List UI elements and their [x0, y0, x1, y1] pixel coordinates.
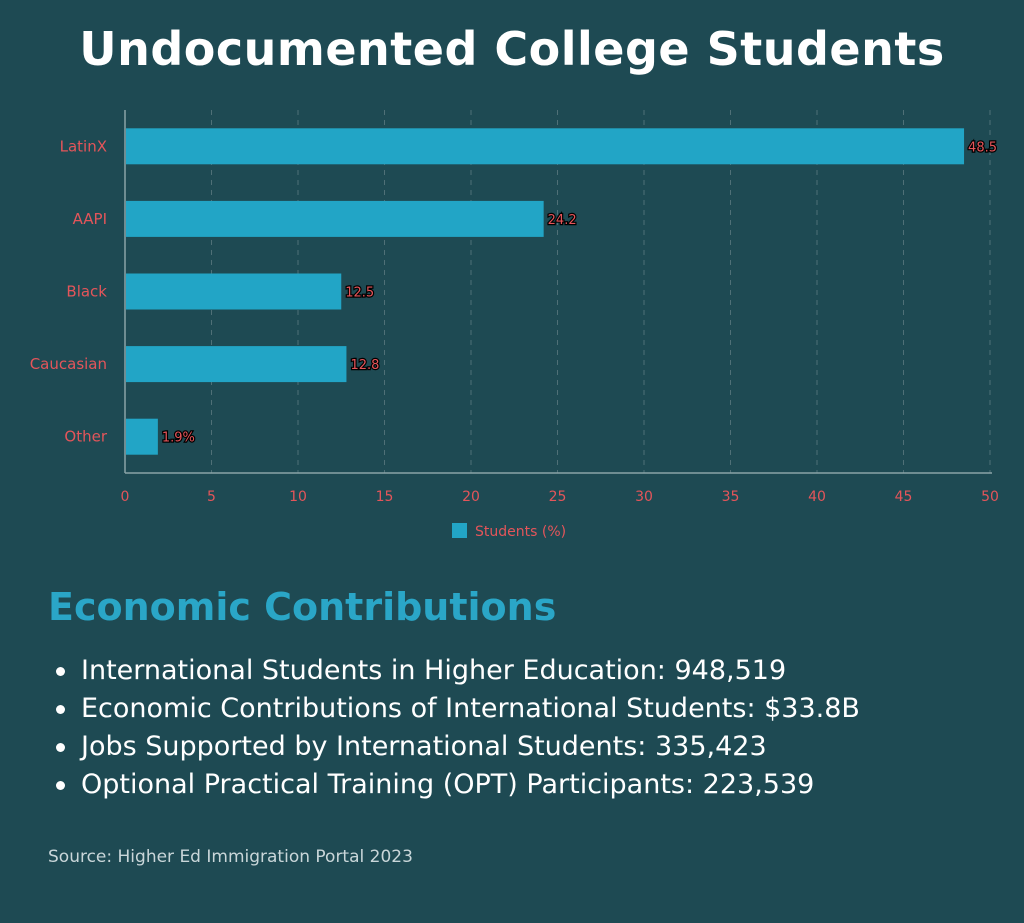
bullet-icon: [56, 666, 65, 676]
bullet-icon: [56, 780, 65, 790]
bar: [126, 346, 347, 383]
bar: [126, 418, 158, 455]
x-tick-label: 30: [635, 489, 653, 505]
data-label: 1.9%: [162, 431, 195, 446]
source-note: Source: Higher Ed Immigration Portal 202…: [48, 847, 413, 867]
data-label: 48.5: [968, 140, 997, 155]
list-item: Jobs Supported by International Students…: [48, 728, 860, 766]
bullet-icon: [56, 742, 65, 752]
list-item: Optional Practical Training (OPT) Partic…: [48, 766, 860, 804]
x-tick-label: 40: [808, 489, 826, 505]
data-label: 12.5: [345, 286, 374, 301]
list-item: Economic Contributions of International …: [48, 690, 860, 728]
chart-title: Undocumented College Students: [79, 22, 945, 76]
list-item: International Students in Higher Educati…: [48, 652, 860, 690]
bullet-icon: [56, 704, 65, 714]
x-tick-label: 0: [121, 489, 130, 505]
x-tick-label: 25: [549, 489, 567, 505]
bar: [126, 128, 965, 165]
bar: [126, 273, 342, 310]
stats-list: International Students in Higher Educati…: [48, 652, 860, 804]
legend-swatch: [452, 523, 467, 538]
y-tick-label: Caucasian: [30, 355, 107, 373]
x-tick-label: 10: [289, 489, 307, 505]
stat-text: Optional Practical Training (OPT) Partic…: [81, 769, 815, 800]
stat-text: International Students in Higher Educati…: [81, 655, 787, 686]
x-tick-label: 35: [722, 489, 740, 505]
section-title: Economic Contributions: [48, 585, 557, 629]
y-tick-label: Black: [66, 283, 107, 301]
x-tick-label: 20: [462, 489, 480, 505]
bar: [126, 200, 544, 237]
x-tick-label: 45: [895, 489, 913, 505]
y-tick-label: LatinX: [60, 137, 107, 155]
stat-text: Jobs Supported by International Students…: [81, 731, 767, 762]
x-tick-label: 50: [981, 489, 999, 505]
stat-text: Economic Contributions of International …: [81, 693, 860, 724]
x-tick-label: 5: [207, 489, 216, 505]
bar-chart: 0 5 10 15 20 25 30 35 40 45 50 LatinX 48.5 AAPI 24.2 Bl…: [30, 110, 999, 540]
y-tick-label: Other: [64, 428, 107, 446]
y-tick-label: AAPI: [73, 210, 107, 228]
x-tick-label: 15: [376, 489, 394, 505]
data-label: 12.8: [350, 358, 379, 373]
data-label: 24.2: [548, 213, 577, 228]
legend-label: Students (%): [475, 524, 566, 540]
